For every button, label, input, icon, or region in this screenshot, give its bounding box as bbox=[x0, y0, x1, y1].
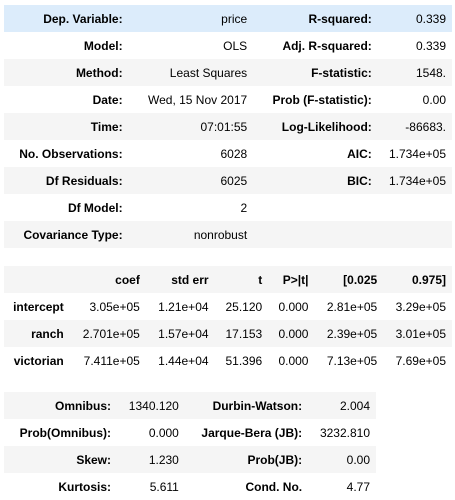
ci-low-cell: 2.81e+05 bbox=[314, 293, 384, 320]
diagnostic-value: 1340.120 bbox=[117, 392, 185, 419]
table-row: intercept 3.05e+05 1.21e+04 25.120 0.000… bbox=[4, 293, 452, 320]
summary-label: Log-Likelihood: bbox=[253, 113, 378, 140]
stderr-cell: 1.57e+04 bbox=[145, 320, 215, 347]
stderr-cell: 1.44e+04 bbox=[145, 347, 215, 374]
summary-value: 07:01:55 bbox=[128, 113, 254, 140]
column-header: 0.975] bbox=[383, 266, 452, 293]
summary-label: AIC: bbox=[253, 140, 378, 167]
table-row: victorian 7.411e+05 1.44e+04 51.396 0.00… bbox=[4, 347, 452, 374]
row-label: intercept bbox=[4, 293, 70, 320]
summary-label: Prob (F-statistic): bbox=[253, 86, 378, 113]
summary-value: 6028 bbox=[128, 140, 254, 167]
summary-value: nonrobust bbox=[128, 221, 254, 248]
summary-row: No. Observations: 6028 AIC: 1.734e+05 bbox=[4, 140, 452, 167]
summary-label: Method: bbox=[4, 59, 129, 86]
row-label: ranch bbox=[4, 320, 70, 347]
summary-label: Df Residuals: bbox=[4, 167, 129, 194]
diagnostic-label: Prob(Omnibus): bbox=[4, 419, 117, 446]
summary-value: 0.00 bbox=[377, 86, 452, 113]
p-cell: 0.000 bbox=[268, 320, 315, 347]
summary-value: 1548. bbox=[377, 59, 452, 86]
diagnostic-value: 3232.810 bbox=[308, 419, 376, 446]
summary-row: Df Residuals: 6025 BIC: 1.734e+05 bbox=[4, 167, 452, 194]
t-cell: 51.396 bbox=[214, 347, 269, 374]
summary-value: OLS bbox=[128, 32, 254, 59]
model-summary-table: Dep. Variable: price R-squared: 0.339 Mo… bbox=[4, 5, 452, 248]
summary-row: Df Model: 2 bbox=[4, 194, 452, 221]
summary-label: Covariance Type: bbox=[4, 221, 129, 248]
summary-label bbox=[253, 221, 378, 248]
stderr-cell: 1.21e+04 bbox=[145, 293, 215, 320]
summary-row: Covariance Type: nonrobust bbox=[4, 221, 452, 248]
summary-row: Method: Least Squares F-statistic: 1548. bbox=[4, 59, 452, 86]
summary-row: Time: 07:01:55 Log-Likelihood: -86683. bbox=[4, 113, 452, 140]
summary-value: 1.734e+05 bbox=[377, 140, 452, 167]
t-cell: 25.120 bbox=[214, 293, 269, 320]
coef-cell: 7.411e+05 bbox=[69, 347, 146, 374]
diagnostics-row: Omnibus: 1340.120 Durbin-Watson: 2.004 bbox=[4, 392, 376, 419]
summary-label: Time: bbox=[4, 113, 129, 140]
column-header: std err bbox=[145, 266, 215, 293]
summary-label: Dep. Variable: bbox=[4, 5, 129, 32]
summary-row: Date: Wed, 15 Nov 2017 Prob (F-statistic… bbox=[4, 86, 452, 113]
ci-high-cell: 3.29e+05 bbox=[383, 293, 452, 320]
summary-label: BIC: bbox=[253, 167, 378, 194]
column-header: P>|t| bbox=[268, 266, 315, 293]
diagnostic-label: Jarque-Bera (JB): bbox=[184, 419, 309, 446]
summary-label: F-statistic: bbox=[253, 59, 378, 86]
diagnostic-label: Prob(JB): bbox=[184, 446, 309, 473]
summary-value: Wed, 15 Nov 2017 bbox=[128, 86, 254, 113]
summary-value: -86683. bbox=[377, 113, 452, 140]
ci-low-cell: 2.39e+05 bbox=[314, 320, 384, 347]
summary-value: 0.339 bbox=[377, 32, 452, 59]
row-label: victorian bbox=[4, 347, 70, 374]
summary-value: 0.339 bbox=[377, 5, 452, 32]
column-header bbox=[4, 266, 70, 293]
summary-value: 6025 bbox=[128, 167, 254, 194]
diagnostic-value: 2.004 bbox=[308, 392, 376, 419]
diagnostic-label: Skew: bbox=[4, 446, 117, 473]
summary-value: 1.734e+05 bbox=[377, 167, 452, 194]
diagnostics-row: Skew: 1.230 Prob(JB): 0.00 bbox=[4, 446, 376, 473]
summary-label: Df Model: bbox=[4, 194, 129, 221]
diagnostic-label: Omnibus: bbox=[4, 392, 117, 419]
diagnostics-row: Prob(Omnibus): 0.000 Jarque-Bera (JB): 3… bbox=[4, 419, 376, 446]
diagnostic-label: Durbin-Watson: bbox=[184, 392, 309, 419]
summary-value bbox=[377, 221, 452, 248]
summary-label bbox=[253, 194, 378, 221]
coefficients-table: coef std err t P>|t| [0.025 0.975] inter… bbox=[4, 266, 452, 374]
summary-label: No. Observations: bbox=[4, 140, 129, 167]
summary-value: price bbox=[128, 5, 254, 32]
coef-cell: 3.05e+05 bbox=[69, 293, 146, 320]
diagnostic-value: 1.230 bbox=[117, 446, 185, 473]
coef-cell: 2.701e+05 bbox=[69, 320, 146, 347]
ci-high-cell: 7.69e+05 bbox=[383, 347, 452, 374]
summary-value: Least Squares bbox=[128, 59, 254, 86]
coefficients-header-row: coef std err t P>|t| [0.025 0.975] bbox=[4, 266, 452, 293]
ci-high-cell: 3.01e+05 bbox=[383, 320, 452, 347]
summary-label: Date: bbox=[4, 86, 129, 113]
column-header: [0.025 bbox=[314, 266, 384, 293]
summary-value: 2 bbox=[128, 194, 254, 221]
summary-label: R-squared: bbox=[253, 5, 378, 32]
diagnostic-value: 0.00 bbox=[308, 446, 376, 473]
summary-row: Model: OLS Adj. R-squared: 0.339 bbox=[4, 32, 452, 59]
p-cell: 0.000 bbox=[268, 347, 315, 374]
table-row: ranch 2.701e+05 1.57e+04 17.153 0.000 2.… bbox=[4, 320, 452, 347]
summary-value bbox=[377, 194, 452, 221]
summary-label: Model: bbox=[4, 32, 129, 59]
summary-label: Adj. R-squared: bbox=[253, 32, 378, 59]
t-cell: 17.153 bbox=[214, 320, 269, 347]
summary-row: Dep. Variable: price R-squared: 0.339 bbox=[4, 5, 452, 32]
column-header: coef bbox=[69, 266, 146, 293]
ci-low-cell: 7.13e+05 bbox=[314, 347, 384, 374]
diagnostic-value: 0.000 bbox=[117, 419, 185, 446]
column-header: t bbox=[214, 266, 269, 293]
p-cell: 0.000 bbox=[268, 293, 315, 320]
diagnostics-table: Omnibus: 1340.120 Durbin-Watson: 2.004 P… bbox=[4, 392, 376, 500]
